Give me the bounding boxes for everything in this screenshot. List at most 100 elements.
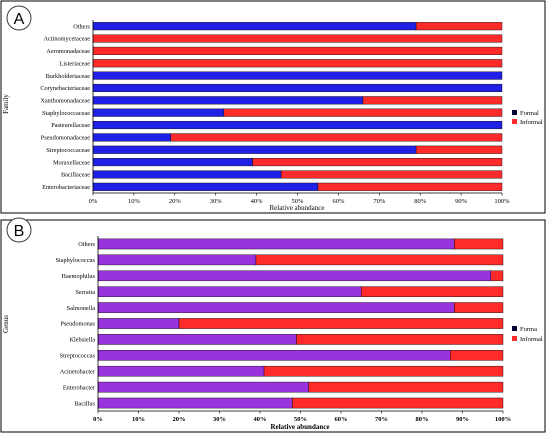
bar-formal-burkholderiaceae (92, 71, 503, 80)
category-label-streptococcaceae: Streptococcaceae (46, 147, 90, 154)
category-label-pseudomonas: Pseudomonas (60, 321, 95, 328)
x-tick-label-100-: 100% (495, 416, 511, 423)
bar-forma-bacillus (97, 397, 293, 409)
panel-a-category-labels: Others Actinomycetaceae Aeromonadaceae List… (40, 23, 90, 191)
bar-informal-bacillus (292, 397, 504, 409)
panel-a-letter: A (14, 11, 25, 28)
bar-informal-streptococcus (450, 350, 504, 361)
bar-formal-others (92, 22, 417, 31)
category-label-salmonella: Salmonella (67, 305, 96, 312)
category-label-aeromonadaceae: Aeromonadaceae (46, 48, 90, 55)
bar-forma-others (97, 238, 455, 250)
bar-forma-salmonella (97, 302, 455, 313)
legend-swatch-forma (512, 326, 517, 331)
category-label-klebsiella: Klebsiella (69, 337, 95, 344)
bar-informal-haemophilus (490, 270, 504, 282)
category-label-corynebacteriaceae: Corynebacteriaceae (40, 85, 90, 92)
x-tick-label-50-: 50% (292, 198, 305, 205)
bar-informal-actinomycetaceae (92, 34, 503, 43)
x-tick-label-80-: 80% (416, 416, 429, 423)
x-tick-label-40-: 40% (254, 416, 267, 423)
bar-informal-others (454, 238, 504, 250)
bar-informal-acinetobacter (263, 365, 504, 377)
category-label-pseudomonadaceae: Pseudomonadaceae (41, 135, 91, 142)
category-label-actinomycetaceae: Actinomycetaceae (44, 36, 91, 43)
category-label-bacillaceae: Bacillaceae (61, 172, 90, 179)
bar-informal-moraxellaceae (252, 158, 503, 167)
panel-b-bars (97, 238, 504, 409)
bar-forma-streptococcus (97, 350, 451, 361)
category-label-enterobacter: Enterobacter (63, 384, 96, 391)
category-label-serratia: Serratia (75, 289, 95, 296)
panel-b-frame (0, 219, 546, 433)
bar-formal-bacillaceae (92, 170, 282, 179)
x-tick-label-60-: 60% (335, 416, 348, 423)
panel-b-y-axis-title: Genus (2, 315, 10, 333)
bar-informal-pseudomonas (178, 318, 504, 329)
legend-label-formal: Formal (520, 110, 539, 117)
panel-b-x-tick-labels: 0% 10% 20% 30% 40% 50% 60% 70% 80% 90% 100% (93, 411, 511, 423)
bar-informal-staphylococcaceae (223, 108, 503, 117)
panel-b-letter: B (14, 223, 25, 240)
panel-a-y-axis-title: Family (2, 94, 10, 114)
bar-formal-pseudomonadaceae (92, 133, 171, 142)
x-tick-label-80-: 80% (414, 198, 427, 205)
bar-formal-staphylococcaceae (92, 108, 225, 117)
x-tick-label-70-: 70% (373, 198, 386, 205)
bar-informal-others (415, 22, 503, 31)
bar-formal-moraxellaceae (92, 158, 253, 167)
panel-a-x-axis-title: Relative abundance (269, 204, 324, 212)
bar-formal-corynebacteriaceae (92, 83, 503, 92)
panel-b-legend: Forma Informal (512, 326, 543, 343)
category-label-haemophilus: Haemophilus (61, 273, 95, 280)
legend-swatch-formal (512, 110, 517, 115)
panel-a-badge (6, 5, 32, 31)
x-tick-label-0-: 0% (89, 198, 98, 205)
bar-informal-streptococcaceae (415, 145, 503, 154)
x-tick-label-100-: 100% (494, 198, 510, 205)
bar-informal-enterobacter (308, 381, 504, 393)
panel-a-chart: A Others Actinomycetaceae Aeromonadaceae Li… (0, 0, 546, 214)
x-tick-label-10-: 10% (128, 198, 141, 205)
x-tick-label-50-: 50% (294, 416, 307, 423)
panel-a-frame (0, 0, 546, 214)
legend-label-informal: Informal (520, 336, 543, 343)
legend-swatch-informal (512, 336, 517, 341)
bar-informal-aeromonadaceae (92, 46, 503, 55)
panel-a-bars (92, 22, 503, 191)
category-label-moraxellaceae: Moraxellaceae (53, 159, 90, 166)
x-tick-label-70-: 70% (375, 416, 388, 423)
x-tick-label-20-: 20% (173, 416, 186, 423)
bar-informal-xanthomonadaceae (362, 96, 503, 105)
x-tick-label-20-: 20% (169, 198, 182, 205)
category-label-others: Others (73, 23, 90, 30)
category-label-others: Others (78, 241, 95, 248)
panel-a-x-tick-labels: 0% 10% 20% 30% 40% 50% 60% 70% 80% 90% 100% (89, 193, 510, 205)
category-label-streptococcus: Streptococcus (60, 353, 96, 360)
category-label-bacillus: Bacillus (74, 400, 95, 407)
x-tick-label-90-: 90% (456, 416, 469, 423)
x-tick-label-40-: 40% (251, 198, 264, 205)
bar-forma-staphylococcus (97, 254, 257, 266)
bar-forma-serratia (97, 286, 362, 297)
panel-b-chart: B Others Staphylococcus Haemophilus Serrati… (0, 217, 546, 433)
bar-forma-klebsiella (97, 334, 297, 345)
bar-informal-staphylococcus (255, 254, 504, 266)
x-tick-label-0-: 0% (93, 416, 103, 423)
category-label-staphylococcus: Staphylococcus (55, 257, 95, 264)
bar-forma-enterobacter (97, 381, 309, 393)
panel-b-x-axis-title: Relative abundance (271, 423, 330, 431)
bar-informal-salmonella (454, 302, 504, 313)
category-label-pasteurellaceae: Pasteurellaceae (51, 122, 90, 129)
category-label-xanthomonadaceae: Xanthomonadaceae (40, 98, 90, 105)
bar-informal-enterobacteriaceae (317, 182, 503, 191)
panel-b-badge (6, 217, 32, 243)
bar-forma-pseudomonas (97, 318, 180, 329)
bar-informal-pseudomonadaceae (170, 133, 503, 142)
bar-informal-bacillaceae (280, 170, 503, 179)
bar-forma-haemophilus (97, 270, 492, 282)
bar-formal-enterobacteriaceae (92, 182, 319, 191)
category-label-burkholderiaceae: Burkholderiaceae (46, 73, 91, 80)
legend-label-informal: Informal (520, 119, 543, 126)
bar-forma-acinetobacter (97, 365, 265, 377)
